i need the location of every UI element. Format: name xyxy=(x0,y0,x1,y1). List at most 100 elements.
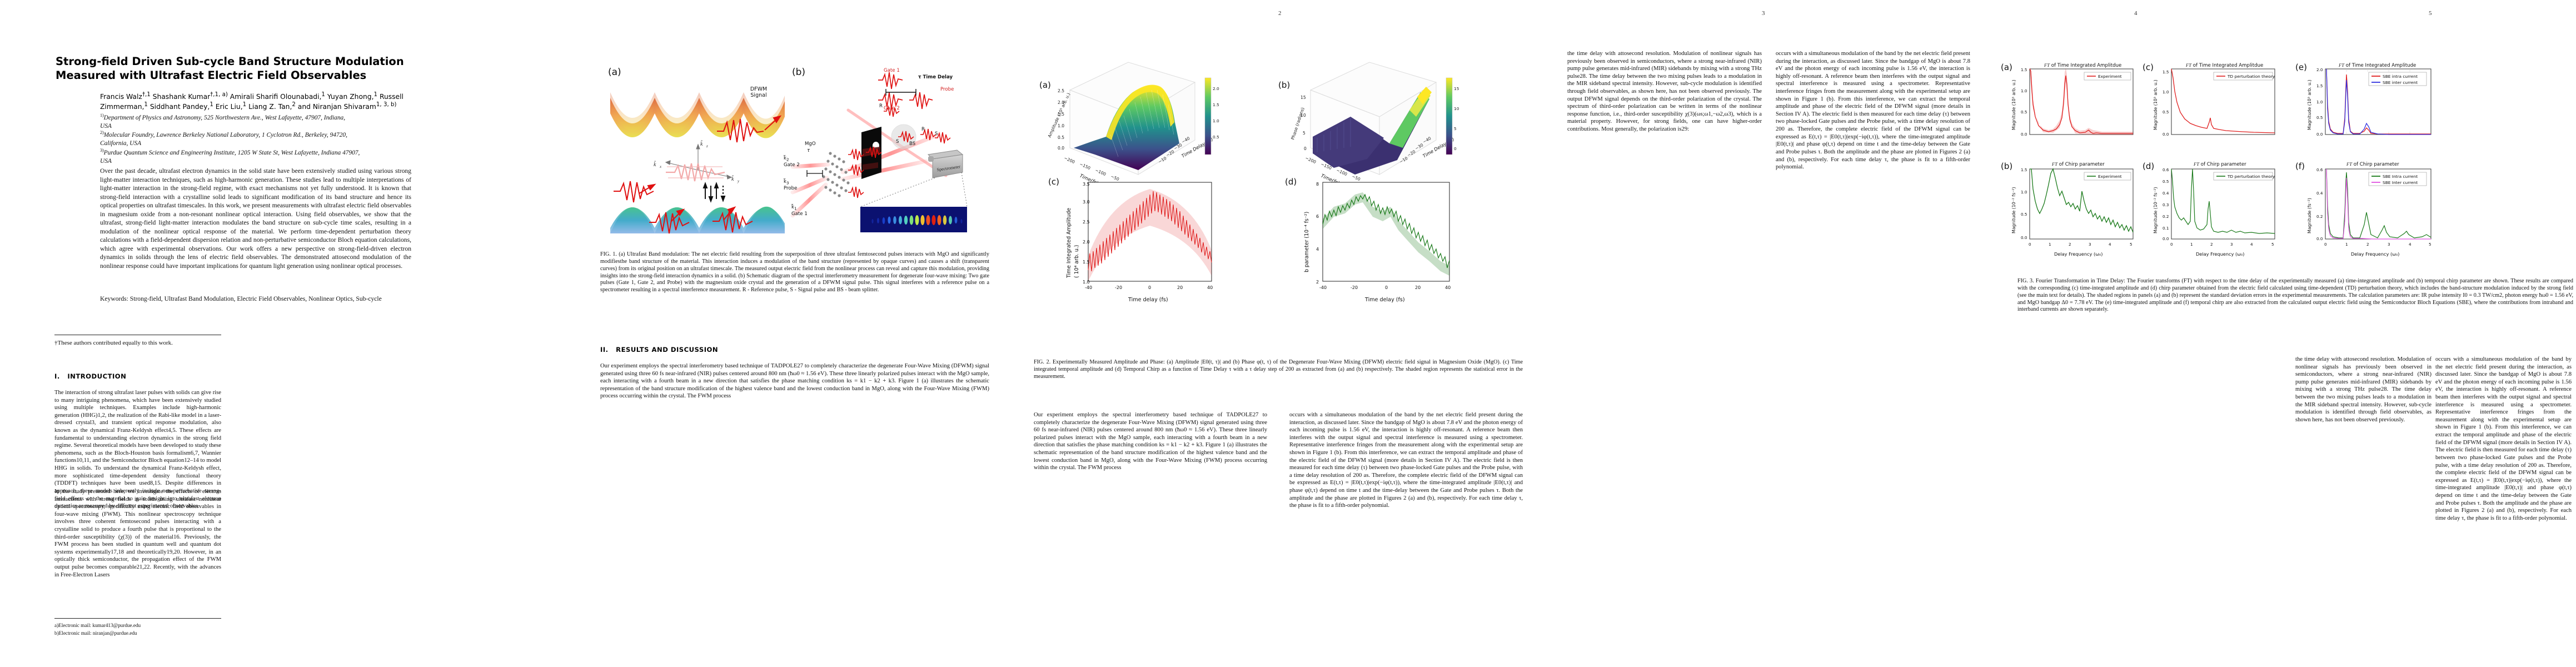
figure-2-panel-a-label: (a) xyxy=(1039,80,1051,90)
k3-probe-label: k⃗3 Probe xyxy=(784,179,798,191)
experimental-setup-illustration: Spectrometer xyxy=(784,68,986,236)
figure-1-panel-b-label: (b) xyxy=(792,67,806,78)
figure-3-panel-e: (e) FT of Time Integrated Amplitude 2.0 1… xyxy=(2295,51,2440,157)
svg-text:2.5: 2.5 xyxy=(1058,88,1064,93)
svg-text:2: 2 xyxy=(1316,280,1319,285)
figure-3-panel-c: (c) FT of Time Integrated Amplitdue 1.5 1… xyxy=(2142,51,2281,157)
corresponding-email-a: a)Electronic mail: kumar413@purdue.edu xyxy=(54,623,141,628)
svg-text:0: 0 xyxy=(2029,242,2031,247)
svg-text:0.5: 0.5 xyxy=(1058,135,1064,140)
figure-3a-ylabel: Magnitude (10³ arb. u.) xyxy=(2011,79,2016,130)
svg-text:0.5: 0.5 xyxy=(2021,212,2027,217)
svg-text:y: y xyxy=(737,179,740,183)
svg-text:0.1: 0.1 xyxy=(2163,226,2169,231)
figure-1-caption-text: FIG. 1. (a) Ultrafast Band modulation: T… xyxy=(600,251,989,293)
svg-text:x: x xyxy=(659,165,662,169)
gate2-pulse-label: Gate 2 xyxy=(884,106,900,111)
figure-3-panel-f-label: (f) xyxy=(2295,161,2305,171)
figure-3e-ylabel: Magnitude (10³ arb. u.) xyxy=(2307,79,2312,130)
svg-text:-20: -20 xyxy=(1115,285,1122,290)
S-label-2: S xyxy=(935,131,938,137)
figure-3c-title: FT of Time Integrated Amplitdue xyxy=(2186,62,2264,68)
R-label-2: R xyxy=(921,127,925,132)
svg-text:4: 4 xyxy=(2250,242,2253,247)
svg-text:5: 5 xyxy=(2271,242,2274,247)
figure-3-panel-f: (f) FT of Chirp parameter 0.6 0.4 0.2 0.0 M… xyxy=(2295,156,2440,267)
svg-text:1.0: 1.0 xyxy=(1083,280,1090,285)
svg-text:0.5: 0.5 xyxy=(2163,179,2169,184)
tau-label-setup: τ xyxy=(807,148,810,153)
section-heading-results: II. RESULTS AND DISCUSSION xyxy=(600,346,719,354)
svg-text:0.4: 0.4 xyxy=(2163,191,2169,196)
svg-text:40: 40 xyxy=(1207,285,1213,290)
figure-3b-legend: Experiment xyxy=(2098,174,2122,179)
figure-2d-ylabel: b parameter (10⁻⁴ fs⁻²) xyxy=(1304,212,1310,272)
svg-text:1.0: 1.0 xyxy=(1213,118,1219,123)
svg-text:0.0: 0.0 xyxy=(2021,132,2027,137)
svg-text:-40: -40 xyxy=(1319,285,1327,290)
intro-paragraph-1: The interaction of strong ultrafast lase… xyxy=(54,390,221,510)
section-heading-introduction: I. INTRODUCTION xyxy=(54,372,127,380)
svg-text:8: 8 xyxy=(1316,182,1319,187)
svg-text:( 10⁴ arb. u.): ( 10⁴ arb. u.) xyxy=(1074,245,1080,278)
svg-text:0.5: 0.5 xyxy=(1213,135,1219,140)
figure-3-panel-b-label: (b) xyxy=(2001,161,2013,171)
figure-3d-ylabel: Magnitude (10⁻² fs⁻²) xyxy=(2153,187,2158,233)
author-list: Francis Walz†,1 Shashank Kumar†,1, a) Am… xyxy=(100,91,403,111)
svg-text:0.0: 0.0 xyxy=(2163,132,2169,137)
page-number-2: 2 xyxy=(1278,10,1282,17)
svg-text:0.0: 0.0 xyxy=(2316,132,2323,137)
figure-2-panel-d-label: (d) xyxy=(1285,177,1297,187)
svg-text:1.0: 1.0 xyxy=(2021,190,2027,195)
page-title: Strong-field Driven Sub-cycle Band Struc… xyxy=(56,55,404,82)
figure-2a-zlabel: Amplitude (10⁵ arb. u.) xyxy=(1047,92,1072,138)
figure-2: (a) xyxy=(1034,39,1523,350)
svg-text:k̂: k̂ xyxy=(731,175,734,182)
svg-text:-40: -40 xyxy=(1085,285,1092,290)
figure-2-caption: FIG. 2. Experimentally Measured Amplitud… xyxy=(1034,359,1523,381)
figure-3-panel-c-label: (c) xyxy=(2142,62,2154,72)
figure-3e-title: FT of Time Integrated Amplitude xyxy=(2339,62,2416,68)
figure-3f-xlabel: Delay Frequency (ω₀) xyxy=(2351,251,2400,257)
page3-col1-para1: the time delay with attosecond resolutio… xyxy=(1567,51,1762,95)
figure-3-panel-a: (a) FT of Time Integrated Amplitdue 1.5 1… xyxy=(2001,51,2140,157)
page3-col2-text: occurs with a simultaneous modulation of… xyxy=(1776,51,1970,171)
page-5[interactable]: 5 (e) FT of Time Integrated Amplitude 2.… xyxy=(2017,0,2576,667)
figure-2-panel-c: (c) 1.0 1.5 2.0 2.5 3.0 3.5 -40 -20 0 xyxy=(1048,172,1234,311)
svg-text:1: 1 xyxy=(2049,242,2051,247)
figure-3d-title: FT of Chirp parameter xyxy=(2194,161,2246,167)
page-2[interactable]: 2 (a) xyxy=(1028,0,1539,667)
page2-col2-text: occurs with a simultaneous modulation of… xyxy=(1289,412,1523,509)
svg-text:40: 40 xyxy=(1445,285,1451,290)
page-3[interactable]: 3 the time delay with attosecond resolut… xyxy=(1556,0,1979,667)
figure-3e-legend-1: SBE intra current xyxy=(2383,74,2418,79)
svg-text:1.5: 1.5 xyxy=(1083,260,1090,265)
svg-text:2.0: 2.0 xyxy=(1058,100,1064,105)
svg-text:0.0: 0.0 xyxy=(2163,236,2169,241)
page-4[interactable]: 4 (a) FT of Time Integrated Amplitdue 1.… xyxy=(1995,0,2284,667)
probe-pulse-label: Probe xyxy=(940,87,954,92)
svg-text:2: 2 xyxy=(2210,242,2213,247)
k2-gate2-label: k⃗2 Gate 2 xyxy=(784,156,800,168)
svg-text:0.6: 0.6 xyxy=(2163,167,2169,172)
BS-label: BS xyxy=(909,141,916,147)
svg-text:2.0: 2.0 xyxy=(1213,86,1219,91)
svg-text:5: 5 xyxy=(2130,242,2132,247)
figure-3-panel-b: (b) FT of Chirp parameter 1.5 1.0 0.5 0.0 M… xyxy=(2001,156,2140,267)
svg-text:1.5: 1.5 xyxy=(2021,67,2027,72)
figure-2-panel-d: (d) 2 4 6 8 -40 -20 0 20 40 b parameter (10⁻⁴ … xyxy=(1285,172,1473,311)
svg-text:0.2: 0.2 xyxy=(2163,214,2169,219)
svg-text:1.5: 1.5 xyxy=(2316,83,2323,88)
svg-text:0.5: 0.5 xyxy=(2316,115,2323,120)
svg-text:0.2: 0.2 xyxy=(2316,214,2323,219)
page-1[interactable]: Strong-field Driven Sub-cycle Band Struc… xyxy=(33,0,1012,667)
svg-text:3: 3 xyxy=(2388,242,2390,247)
svg-text:10: 10 xyxy=(1454,106,1459,111)
svg-text:0: 0 xyxy=(1385,285,1388,290)
svg-text:k̂: k̂ xyxy=(654,161,656,168)
time-delay-label: τ Time Delay xyxy=(918,74,953,80)
figure-3b-ylabel: Magnitude (10⁻² fs⁻²) xyxy=(2011,187,2016,233)
dfwm-signal-label: DFWM Signal xyxy=(750,86,768,98)
page2-col1-text: Our experiment employs the spectral inte… xyxy=(1034,412,1267,471)
